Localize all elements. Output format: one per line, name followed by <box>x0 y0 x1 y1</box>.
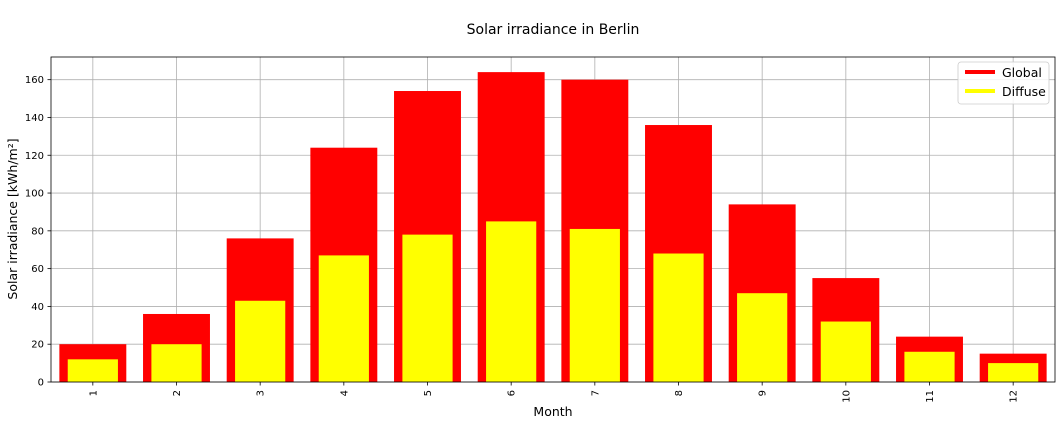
y-tick-label: 80 <box>31 226 44 237</box>
x-tick-label: 12 <box>1009 390 1020 403</box>
diffuse-bar <box>402 234 453 382</box>
x-tick-label: 4 <box>339 390 350 396</box>
y-tick-label: 20 <box>31 340 44 351</box>
diffuse-bar <box>820 321 871 382</box>
diffuse-bar <box>569 228 620 382</box>
diffuse-bar <box>151 344 202 382</box>
x-tick-label: 6 <box>507 390 518 396</box>
x-tick-label: 5 <box>423 390 434 396</box>
y-tick-label: 40 <box>31 302 44 313</box>
legend-label-diffuse: Diffuse <box>1002 84 1046 99</box>
diffuse-bar <box>486 221 537 382</box>
diffuse-bar <box>988 363 1039 382</box>
diffuse-bar <box>737 293 788 382</box>
diffuse-bar <box>67 359 118 382</box>
diffuse-bar <box>904 351 955 382</box>
x-tick-label: 2 <box>172 390 183 396</box>
x-axis-ticks: 1 2 3 4 5 6 7 8 9 10 11 12 <box>88 382 1020 403</box>
y-axis-label: Solar irradiance [kWh/m²] <box>5 138 20 299</box>
plot-frame <box>50 56 1056 383</box>
x-tick-label: 8 <box>674 390 685 396</box>
y-tick-label: 60 <box>31 264 44 275</box>
legend-label-global: Global <box>1002 65 1042 80</box>
y-tick-label: 100 <box>25 189 44 200</box>
x-tick-label: 3 <box>256 390 267 396</box>
diffuse-series <box>67 221 1039 382</box>
x-tick-label: 7 <box>590 390 601 396</box>
x-tick-label: 1 <box>88 390 99 396</box>
diffuse-bar <box>235 300 286 382</box>
x-tick-label: 10 <box>841 390 852 403</box>
x-tick-label: 9 <box>758 390 769 396</box>
chart-title: Solar irradiance in Berlin <box>467 22 640 38</box>
y-tick-label: 140 <box>25 113 44 124</box>
y-tick-label: 120 <box>25 151 44 162</box>
x-tick-label: 11 <box>925 390 936 403</box>
legend: Global Diffuse <box>957 61 1050 105</box>
y-tick-label: 0 <box>38 378 44 389</box>
y-tick-label: 160 <box>25 75 44 86</box>
x-axis-label: Month <box>533 404 572 419</box>
diffuse-bar <box>318 255 369 382</box>
y-axis-ticks: 0 20 40 60 80 100 120 140 160 <box>25 75 51 389</box>
diffuse-bar <box>653 253 704 382</box>
